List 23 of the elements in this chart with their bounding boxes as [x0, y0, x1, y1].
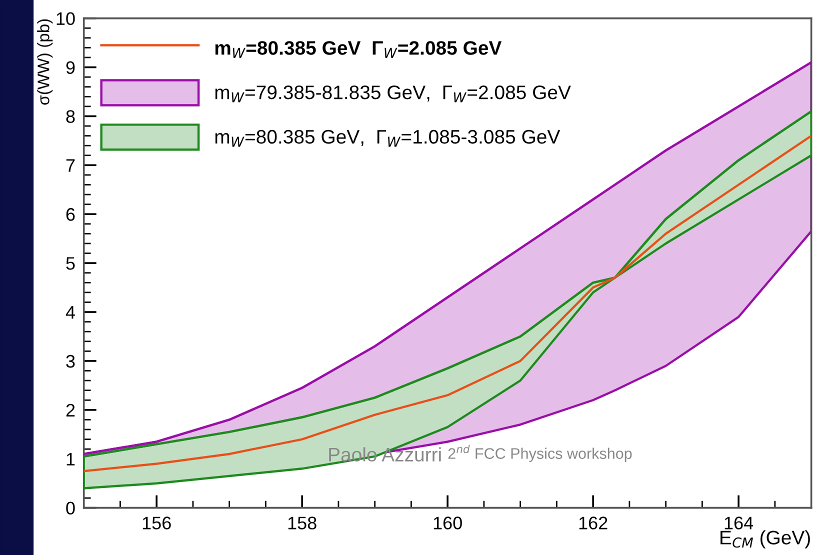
- y-axis-title: σ(WW) (pb): [37, 19, 53, 105]
- y-tick-label: 5: [66, 257, 75, 270]
- legend-label: m$_{W}$=80.385 GeV Γ$_{W}$=2.085 GeV: [215, 41, 502, 58]
- x-tick-label: 164: [724, 516, 754, 530]
- y-tick-label: 2: [66, 404, 75, 416]
- annotation: 2$^{nd}$ FCC Physics workshop: [448, 444, 632, 462]
- y-tick-label: 1: [66, 452, 75, 466]
- x-tick-label: 160: [434, 516, 462, 530]
- x-tick-label: 162: [579, 516, 608, 530]
- x-tick-label: 158: [288, 516, 316, 530]
- x-tick-label: 156: [142, 516, 171, 530]
- y-tick-label: 0: [66, 502, 75, 515]
- y-tick-label: 6: [66, 208, 75, 221]
- y-tick-label: 3: [66, 354, 75, 368]
- y-tick-label: 10: [56, 12, 75, 26]
- y-tick-label: 4: [66, 306, 75, 319]
- legend-label: m$_{W}$=79.385-81.835 GeV, Γ$_{W}$=2.085 GeV: [215, 85, 571, 102]
- x-axis-title: E$_{CM}$ (GeV): [720, 530, 810, 548]
- y-tick-label: 9: [66, 61, 75, 74]
- y-tick-label: 8: [66, 110, 75, 123]
- annotation: Paolo Azzurri: [329, 447, 441, 462]
- legend-label: m$_{W}$=80.385 GeV, Γ$_{W}$=1.085-3.085 GeV: [215, 130, 560, 147]
- y-tick-label: 7: [66, 159, 75, 172]
